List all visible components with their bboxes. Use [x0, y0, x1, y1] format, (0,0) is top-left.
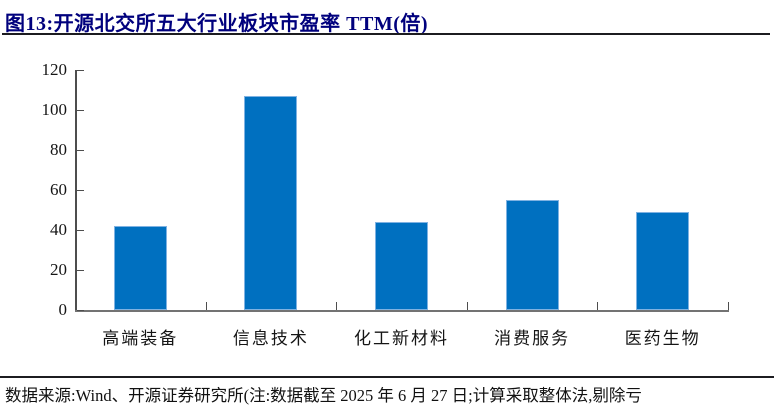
x-tick-mark: [206, 302, 207, 310]
x-category-label-高端装备: 高端装备: [102, 329, 179, 348]
bar-化工新材料: [375, 222, 428, 310]
bar-信息技术: [244, 96, 298, 310]
y-tick-label-40: 40: [50, 220, 67, 239]
y-tick-label-60: 60: [50, 180, 67, 199]
y-tick-mark: [77, 150, 84, 151]
page-title: 图13:开源北交所五大行业板块市盈率 TTM(倍): [5, 13, 429, 35]
x-tick-mark: [597, 302, 598, 310]
y-axis-line: [75, 70, 77, 311]
y-tick-label-100: 100: [41, 100, 68, 119]
x-axis-line: [75, 310, 729, 312]
y-tick-label-20: 20: [50, 260, 67, 279]
title-divider: [2, 33, 770, 35]
y-tick-label-120: 120: [41, 60, 68, 79]
x-tick-mark: [467, 302, 468, 310]
y-tick-mark: [77, 270, 84, 271]
bar-医药生物: [636, 212, 690, 310]
bar-高端装备: [113, 226, 167, 310]
y-tick-mark: [77, 230, 84, 231]
y-tick-mark: [77, 190, 84, 191]
y-tick-label-0: 0: [58, 300, 68, 319]
y-tick-label-80: 80: [50, 140, 67, 159]
y-tick-mark: [77, 310, 84, 311]
x-category-label-化工新材料: 化工新材料: [353, 329, 449, 348]
footer-divider: [0, 376, 774, 378]
x-category-label-信息技术: 信息技术: [232, 329, 309, 348]
source-note: 数据来源:Wind、开源证券研究所(注:数据截至 2025 年 6 月 27 日…: [5, 386, 642, 405]
y-tick-mark: [77, 110, 84, 111]
bar-chart: 0 20 40 60 80 100 120 高端装备 信息技术 化工新材料 消费服务 医药生物: [41, 60, 729, 348]
x-category-label-医药生物: 医药生物: [624, 329, 701, 348]
x-tick-mark: [336, 302, 337, 310]
x-tick-mark: [728, 302, 729, 310]
x-category-label-消费服务: 消费服务: [494, 329, 571, 348]
y-tick-mark: [77, 70, 84, 71]
plot-area: [75, 70, 728, 310]
x-tick-mark: [75, 302, 76, 310]
bar-消费服务: [505, 200, 559, 310]
